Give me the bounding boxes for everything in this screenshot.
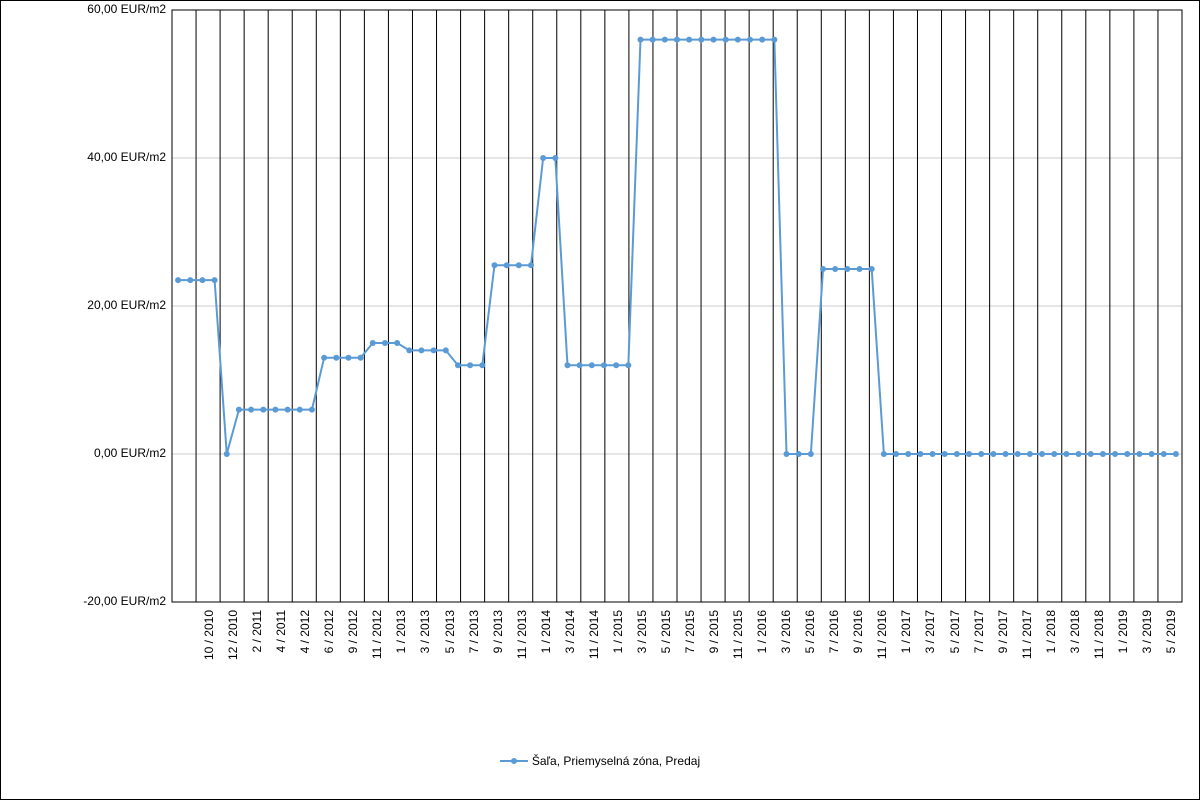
legend-label: Šaľa, Priemyselná zóna, Predaj [532,754,700,768]
x-tick-label: 11 / 2017 [1020,610,1034,710]
x-tick-label: 9 / 2013 [491,610,505,710]
x-tick-label: 9 / 2017 [996,610,1010,710]
x-tick-label: 7 / 2013 [467,610,481,710]
x-tick-label: 5 / 2015 [659,610,673,710]
x-tick-label: 5 / 2017 [948,610,962,710]
x-tick-label: 11 / 2016 [875,610,889,710]
x-tick-label: 11 / 2014 [587,610,601,710]
x-tick-label: 11 / 2018 [1092,610,1106,710]
x-tick-label: 3 / 2014 [563,610,577,710]
y-tick-label: -20,00 EUR/m2 [0,594,166,608]
x-tick-label: 1 / 2019 [1116,610,1130,710]
x-tick-label: 7 / 2015 [683,610,697,710]
x-tick-label: 7 / 2017 [972,610,986,710]
x-tick-label: 5 / 2016 [803,610,817,710]
x-tick-label: 3 / 2018 [1068,610,1082,710]
y-tick-label: 20,00 EUR/m2 [0,298,166,312]
y-tick-label: 40,00 EUR/m2 [0,150,166,164]
x-tick-label: 1 / 2016 [755,610,769,710]
x-tick-label: 1 / 2013 [394,610,408,710]
x-tick-label: 6 / 2012 [322,610,336,710]
x-tick-label: 4 / 2011 [274,610,288,710]
x-tick-label: 3 / 2017 [923,610,937,710]
x-tick-label: 5 / 2019 [1164,610,1178,710]
x-tick-label: 9 / 2016 [851,610,865,710]
x-tick-label: 1 / 2017 [899,610,913,710]
x-tick-label: 1 / 2015 [611,610,625,710]
x-tick-label: 4 / 2012 [298,610,312,710]
x-tick-label: 10 / 2010 [202,610,216,710]
y-tick-label: 60,00 EUR/m2 [0,2,166,16]
x-tick-label: 3 / 2013 [418,610,432,710]
x-tick-label: 1 / 2014 [539,610,553,710]
x-tick-label: 11 / 2013 [515,610,529,710]
x-tick-label: 1 / 2018 [1044,610,1058,710]
x-tick-label: 9 / 2015 [707,610,721,710]
x-tick-label: 5 / 2013 [443,610,457,710]
x-tick-label: 3 / 2019 [1140,610,1154,710]
chart-container: -20,00 EUR/m2 0,00 EUR/m2 20,00 EUR/m2 40,0… [0,0,1200,800]
x-tick-label: 11 / 2015 [731,610,745,710]
x-tick-label: 9 / 2012 [346,610,360,710]
x-tick-label: 2 / 2011 [250,610,264,710]
x-tick-label: 3 / 2016 [779,610,793,710]
x-tick-label: 3 / 2015 [635,610,649,710]
legend: Šaľa, Priemyselná zóna, Predaj [0,754,1200,768]
x-tick-label: 12 / 2010 [226,610,240,710]
x-tick-label: 11 / 2012 [370,610,384,710]
legend-symbol [500,755,528,767]
y-tick-label: 0,00 EUR/m2 [0,446,166,460]
x-tick-label: 7 / 2016 [827,610,841,710]
